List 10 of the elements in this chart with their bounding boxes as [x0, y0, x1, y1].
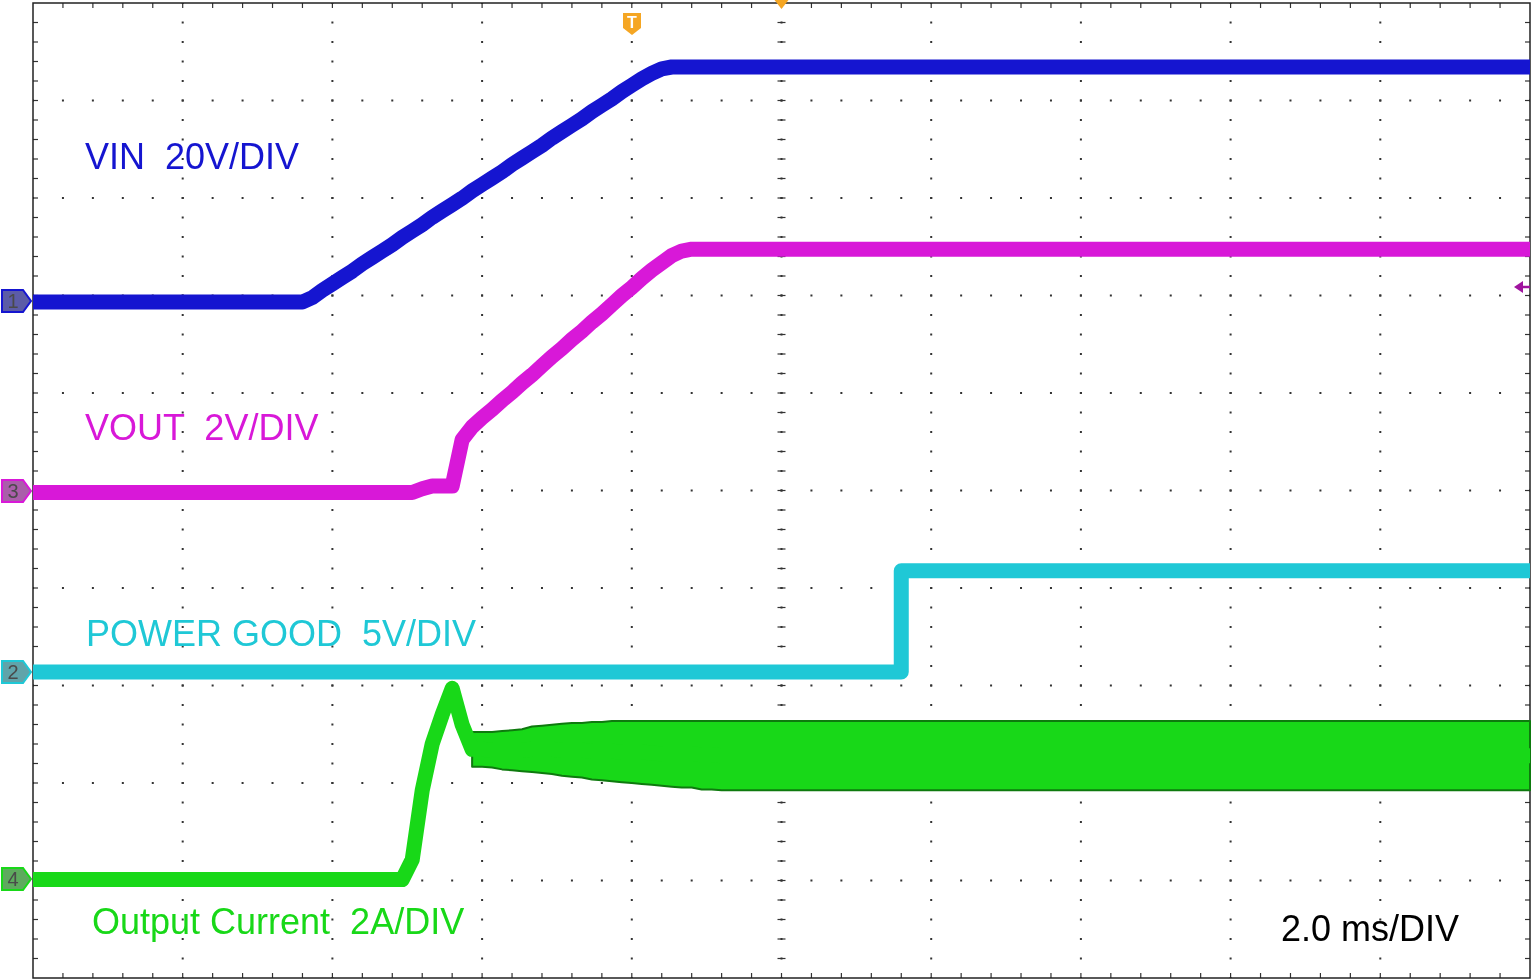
- text: T: [627, 14, 638, 31]
- text: 2: [7, 661, 19, 683]
- series-label: VOUT 2V/DIV: [85, 407, 319, 448]
- text: 4: [7, 868, 19, 890]
- text: VIN 20V/DIV: [85, 136, 300, 177]
- series-label: POWER GOOD 5V/DIV: [86, 613, 477, 654]
- text: 3: [7, 480, 19, 502]
- series-label: Output Current 2A/DIV: [92, 901, 465, 942]
- annotation: 2.0 ms/DIV: [1281, 908, 1460, 949]
- text: 1: [7, 290, 19, 312]
